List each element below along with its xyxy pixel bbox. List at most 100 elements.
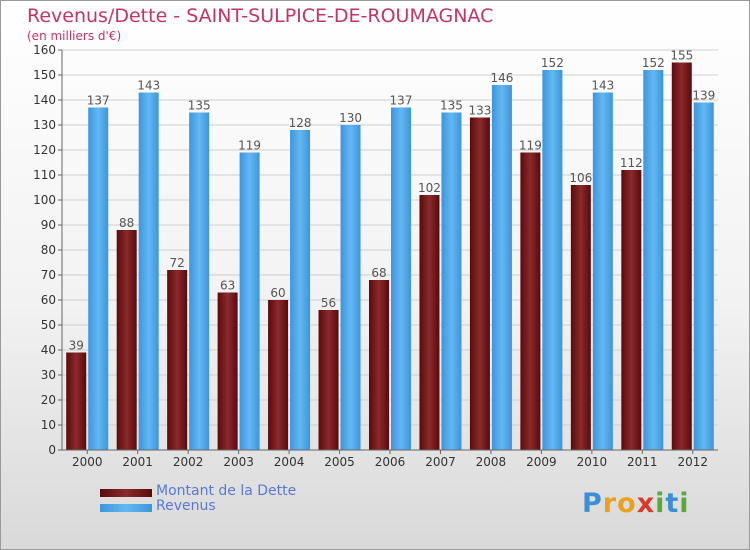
chart-title: Revenus/Dette - SAINT-SULPICE-DE-ROUMAGN…	[27, 5, 494, 27]
x-tick-label: 2003	[223, 455, 254, 469]
bar-dette	[318, 310, 339, 450]
bar-dette	[116, 230, 137, 450]
x-tick-label: 2007	[425, 455, 456, 469]
x-tick-label: 2012	[677, 455, 708, 469]
logo-letter: t	[665, 488, 680, 519]
data-label: 119	[238, 139, 261, 153]
bar-revenus	[290, 130, 311, 450]
bar-revenus	[592, 92, 613, 450]
y-tick-label: 90	[41, 218, 56, 232]
proxiti-logo: Proxiti	[582, 488, 690, 519]
x-tick-label: 2004	[274, 455, 305, 469]
bar-dette	[419, 195, 440, 450]
x-tick-label: 2001	[122, 455, 153, 469]
bar-revenus	[643, 70, 664, 450]
x-tick-label: 2000	[72, 455, 103, 469]
x-tick-label: 2006	[375, 455, 406, 469]
bar-revenus	[189, 112, 210, 450]
bar-revenus	[693, 102, 714, 450]
data-label: 146	[490, 71, 513, 85]
bar-dette	[671, 62, 692, 450]
data-label: 137	[390, 94, 413, 108]
data-label: 155	[670, 49, 693, 63]
y-tick-label: 140	[33, 93, 56, 107]
bar-dette	[621, 170, 642, 450]
data-label: 60	[270, 286, 285, 300]
bar-dette	[167, 270, 188, 450]
bar-dette	[570, 185, 591, 450]
chart-subtitle: (en milliers d'€)	[27, 29, 122, 43]
data-label: 72	[170, 256, 185, 270]
data-label: 135	[188, 99, 211, 113]
data-label: 133	[468, 104, 491, 118]
logo-letter: o	[617, 488, 637, 519]
y-tick-label: 130	[33, 118, 56, 132]
legend-label-debt: Montant de la Dette	[156, 483, 297, 499]
bar-revenus	[239, 152, 260, 450]
y-tick-label: 20	[41, 393, 56, 407]
data-label: 39	[69, 339, 84, 353]
bar-revenus	[491, 85, 512, 450]
data-label: 152	[642, 56, 665, 70]
logo-letter: i	[655, 488, 666, 519]
y-tick-label: 80	[41, 243, 56, 257]
x-axis: 2000 2001 2002 2003 2004 2005 2006 2007 2008 2009…	[62, 449, 718, 469]
legend-swatch-revenus	[100, 504, 152, 512]
data-label: 137	[87, 94, 110, 108]
data-label: 68	[371, 266, 386, 280]
x-tick-label: 2010	[577, 455, 608, 469]
data-label: 56	[321, 296, 336, 310]
data-label: 128	[289, 116, 312, 130]
x-tick-label: 2002	[173, 455, 204, 469]
data-label: 63	[220, 279, 235, 293]
y-tick-label: 50	[41, 318, 56, 332]
legend-label-revenus: Revenus	[156, 498, 216, 514]
data-label: 106	[569, 171, 592, 185]
y-tick-label: 70	[41, 268, 56, 282]
y-tick-label: 10	[41, 418, 56, 432]
data-label: 152	[541, 56, 564, 70]
bar-dette	[66, 352, 87, 450]
bar-dette	[469, 117, 490, 450]
logo-letter: r	[602, 488, 618, 519]
legend-swatch-debt	[100, 489, 152, 497]
data-label: 88	[119, 216, 134, 230]
logo-letter: x	[636, 488, 656, 519]
bar-revenus	[441, 112, 462, 450]
data-label: 102	[418, 181, 441, 195]
y-tick-label: 30	[41, 368, 56, 382]
bar-revenus	[391, 107, 411, 450]
data-label: 135	[440, 99, 463, 113]
y-tick-label: 0	[48, 443, 56, 457]
y-tick-label: 40	[41, 343, 56, 357]
data-label: 112	[620, 156, 643, 170]
grid-lines	[62, 49, 718, 451]
bar-dette	[369, 280, 389, 450]
y-tick-label: 160	[33, 43, 56, 57]
data-label: 130	[339, 111, 362, 125]
y-axis: 0 10 20 30 40 50 60 70 80 90 100 110 120 130 140 150 160	[33, 43, 63, 457]
bar-dette	[520, 152, 541, 450]
logo-letter: P	[582, 488, 603, 519]
bar-revenus	[542, 70, 563, 450]
logo-letter: i	[679, 488, 690, 519]
y-tick-label: 120	[33, 143, 56, 157]
bar-revenus	[88, 107, 109, 450]
x-tick-label: 2005	[324, 455, 355, 469]
bar-dette	[268, 300, 289, 450]
x-tick-label: 2008	[476, 455, 507, 469]
x-tick-label: 2009	[526, 455, 557, 469]
data-label: 143	[591, 79, 614, 93]
bar-revenus	[340, 125, 361, 450]
y-tick-label: 110	[33, 168, 56, 182]
bars: 39 137 88 143 72 135 63 119 60 128 56 130 68 137 102 13…	[66, 49, 715, 450]
y-tick-label: 100	[33, 193, 56, 207]
bar-revenus	[138, 92, 159, 450]
data-label: 139	[692, 89, 715, 103]
x-tick-label: 2011	[627, 455, 658, 469]
y-tick-label: 60	[41, 293, 56, 307]
bar-dette	[217, 292, 238, 450]
data-label: 119	[519, 139, 542, 153]
y-tick-label: 150	[33, 68, 56, 82]
